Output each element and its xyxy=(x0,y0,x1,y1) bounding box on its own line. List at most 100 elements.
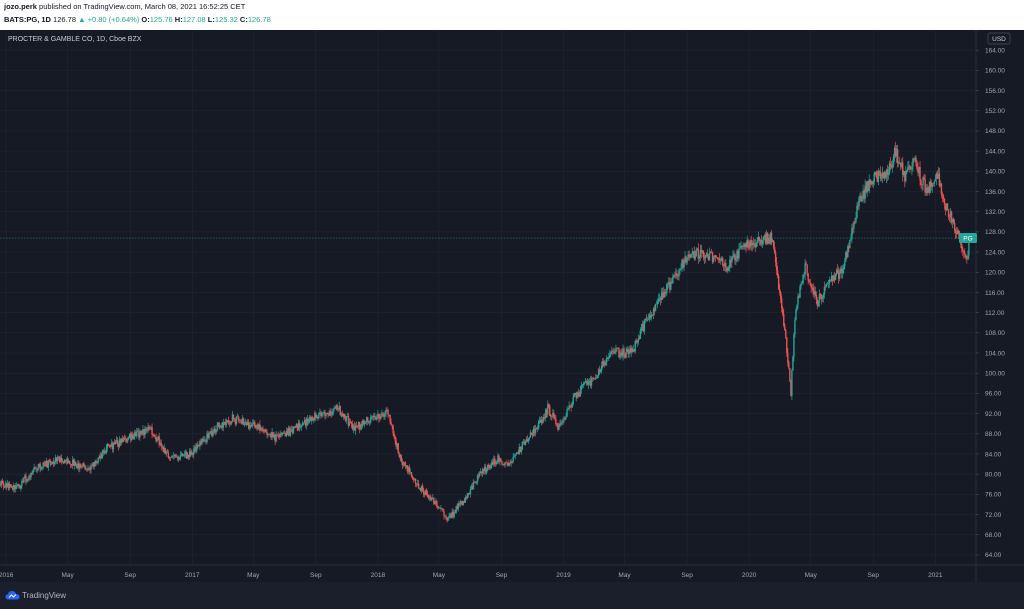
candle-body xyxy=(258,424,260,429)
tradingview-cloud-icon[interactable] xyxy=(5,590,20,600)
candle-body xyxy=(596,375,599,378)
candle-body xyxy=(31,472,33,474)
candle-body xyxy=(926,187,928,194)
candle-body xyxy=(808,280,810,282)
candle-body xyxy=(111,443,114,450)
candle-body xyxy=(476,475,479,483)
time-axis[interactable]: 2016 May Sep 2017 May Sep 2018 May Sep 2019 May Sep… xyxy=(0,572,943,579)
candle-body xyxy=(178,457,181,460)
candle-body xyxy=(66,459,69,464)
candle-body xyxy=(94,461,96,467)
candle-body xyxy=(167,452,170,458)
candle-body xyxy=(795,310,797,321)
candle-body xyxy=(673,274,675,277)
candle-body xyxy=(436,501,438,507)
candle-body xyxy=(232,414,235,420)
candle-body xyxy=(195,447,197,451)
candle-body xyxy=(709,251,712,253)
candle-body xyxy=(133,436,135,439)
candle-body xyxy=(650,315,653,318)
candle-body xyxy=(248,421,250,429)
candle-body xyxy=(902,162,904,176)
candle-body xyxy=(424,489,427,495)
candle-body xyxy=(887,173,890,175)
candle-body xyxy=(743,245,745,247)
candle-body xyxy=(877,170,880,182)
candle-body xyxy=(642,324,645,332)
tradingview-brand[interactable]: TradingView xyxy=(22,591,67,600)
candle-body xyxy=(651,315,654,316)
candle-body xyxy=(14,485,16,490)
candle-body xyxy=(899,163,901,164)
candle-body xyxy=(285,431,288,437)
candle-body xyxy=(58,456,61,463)
candle-body xyxy=(568,405,570,409)
candle-body xyxy=(648,314,651,319)
candle-body xyxy=(948,216,951,218)
candle-body xyxy=(255,426,257,428)
x-tick-label: 2017 xyxy=(185,572,200,579)
candle-body xyxy=(913,158,915,160)
price-change: ▲ +0.80 (+0.64%) xyxy=(78,15,140,24)
candle-body xyxy=(468,494,471,495)
candle-body xyxy=(177,456,180,460)
candle-body xyxy=(831,275,834,282)
candle-body xyxy=(211,431,213,436)
candle-body xyxy=(748,246,750,248)
candle-body xyxy=(171,456,174,458)
candle-body xyxy=(515,453,517,456)
candle-body xyxy=(958,230,960,235)
candle-body xyxy=(892,156,895,165)
candle-body xyxy=(19,485,21,489)
x-tick-label: May xyxy=(62,572,75,579)
candle-body xyxy=(895,149,898,157)
candle-body xyxy=(9,484,12,486)
candle-body xyxy=(137,431,139,432)
candlestick-chart[interactable]: 64.00 68.00 72.00 76.00 80.00 84.00 88.00 92.00… xyxy=(0,30,1024,582)
candle-body xyxy=(497,455,499,462)
candle-body xyxy=(606,357,608,363)
candle-body xyxy=(183,454,186,456)
candle-body xyxy=(110,443,113,447)
candle-body xyxy=(337,408,339,410)
candle-body xyxy=(682,259,684,268)
candle-body xyxy=(561,422,563,424)
candle-body xyxy=(615,348,617,352)
candle-body xyxy=(752,242,754,245)
chart-area[interactable]: 64.00 68.00 72.00 76.00 80.00 84.00 88.00 92.00… xyxy=(0,30,1024,582)
candle-body xyxy=(685,256,687,263)
price-axis[interactable]: 64.00 68.00 72.00 76.00 80.00 84.00 88.00 92.00… xyxy=(976,47,1005,559)
candle-body xyxy=(323,411,325,413)
x-tick-label: Sep xyxy=(867,572,879,579)
candle-body xyxy=(189,451,191,458)
candle-body xyxy=(181,453,184,456)
currency-badge[interactable]: USD xyxy=(987,32,1011,45)
candle-body xyxy=(452,511,454,517)
candle-body xyxy=(49,461,52,465)
candle-body xyxy=(429,496,431,499)
candle-body xyxy=(503,464,505,466)
candle-body xyxy=(836,269,839,272)
candle-body xyxy=(704,255,707,259)
candle-body xyxy=(686,259,688,263)
candle-body xyxy=(346,416,349,417)
candle-body xyxy=(667,283,669,285)
candle-body xyxy=(60,457,63,462)
candle-body xyxy=(617,348,619,349)
candle-body xyxy=(131,434,133,440)
author-name[interactable]: jozo.perk xyxy=(4,2,37,11)
candle-body xyxy=(367,417,369,422)
candle-body xyxy=(547,404,549,415)
candle-body xyxy=(835,269,838,274)
candle-body xyxy=(216,424,218,431)
candle-body xyxy=(448,516,450,518)
candle-body xyxy=(873,173,875,182)
candle-body xyxy=(90,466,92,470)
candle-body xyxy=(72,459,74,466)
candle-body xyxy=(415,483,418,485)
candle-body xyxy=(818,294,821,303)
candle-body xyxy=(676,273,678,277)
x-tick-label: Sep xyxy=(124,572,136,579)
candle-body xyxy=(815,294,818,300)
high-label: H: xyxy=(174,15,183,24)
